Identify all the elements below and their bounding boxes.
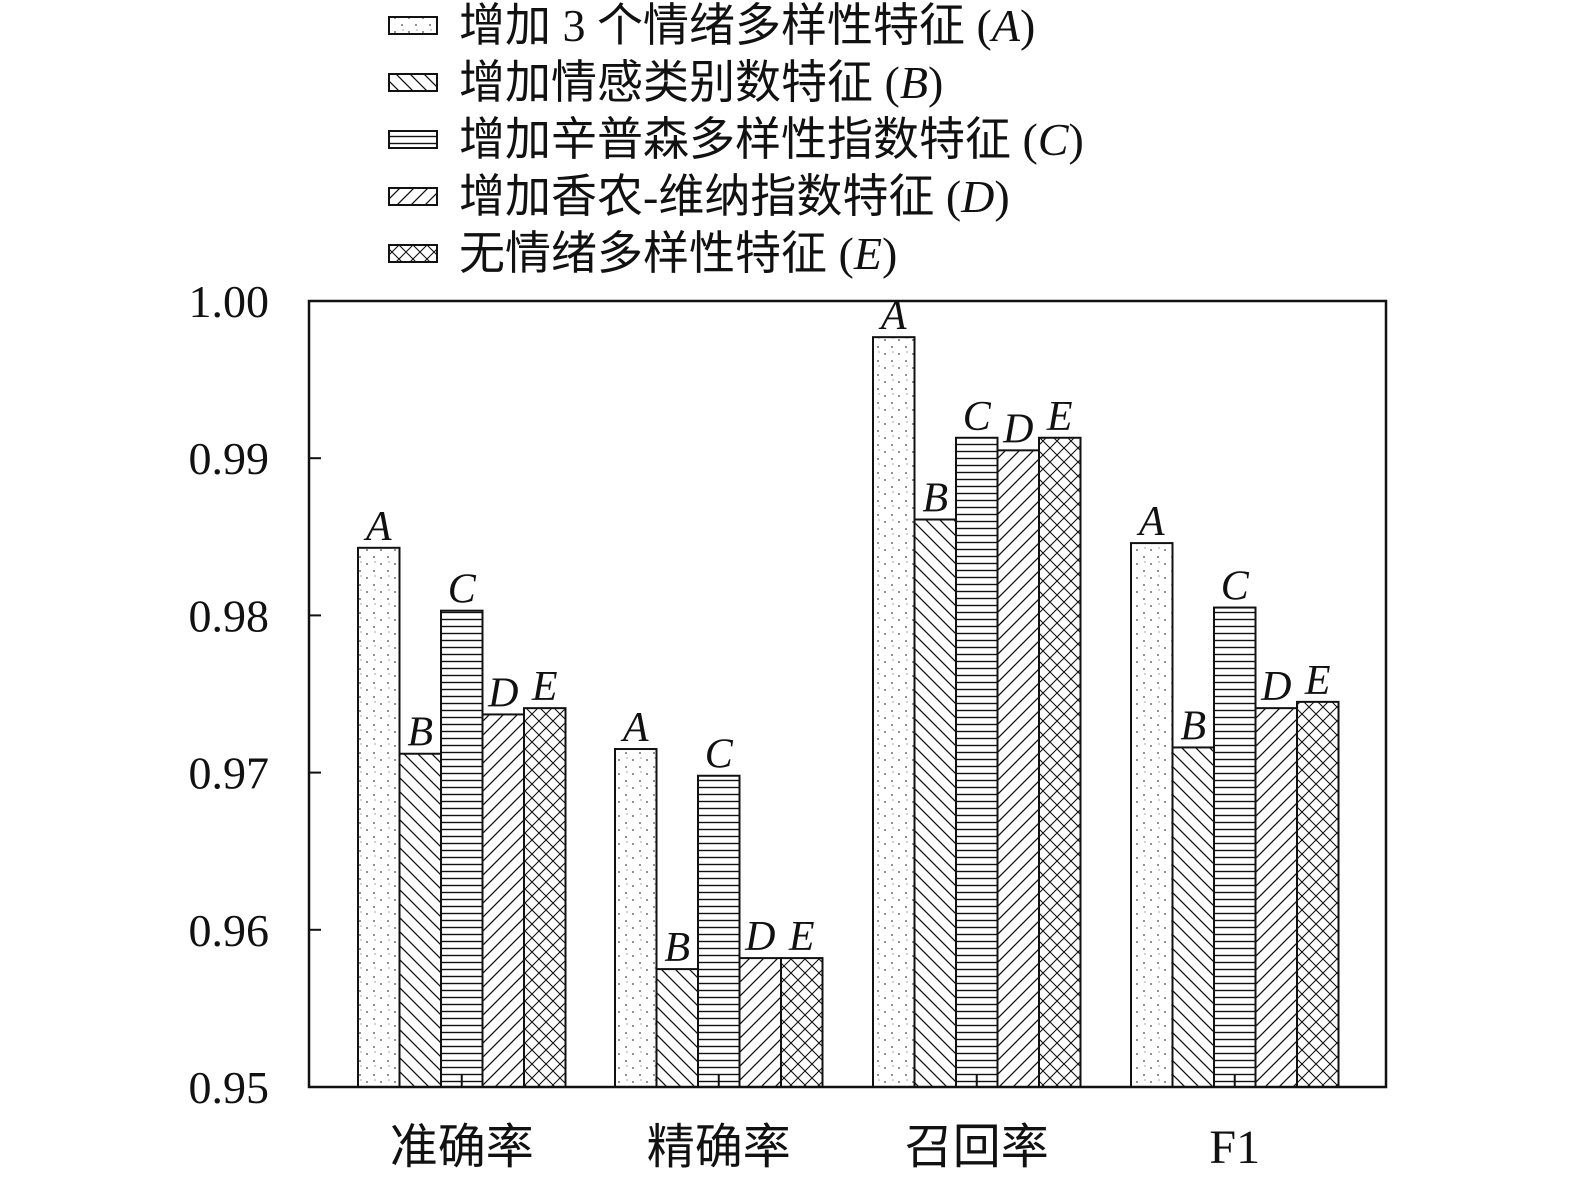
bar-B-1 xyxy=(398,752,442,1089)
legend-label: 无情绪多样性特征 (E) xyxy=(459,228,897,279)
legend-paren-open: ( xyxy=(965,0,992,51)
bar-label-D: D xyxy=(1260,664,1291,710)
legend-label: 增加香农-维纳指数特征 (D) xyxy=(459,171,1010,222)
legend-paren-open: ( xyxy=(873,57,900,108)
x-tick-label: F1 xyxy=(1209,1121,1260,1174)
legend-swatch xyxy=(388,16,438,35)
bar-label-C: C xyxy=(1221,564,1250,610)
bar-D-2 xyxy=(738,957,782,1089)
x-axis: 准确率 精确率 召回率 F1 xyxy=(390,1075,1260,1174)
legend-series-name: 增加辛普森多样性指数特征 xyxy=(459,114,1011,165)
bar-E-1 xyxy=(523,707,567,1088)
bar-label-B: B xyxy=(664,925,690,971)
bar-label-B: B xyxy=(922,476,948,522)
legend-series-letter: A xyxy=(989,0,1021,51)
y-tick-label: 0.99 xyxy=(189,433,270,484)
legend-paren-close: ) xyxy=(1020,0,1035,51)
bar-label-A: A xyxy=(620,705,649,751)
bar-label-A: A xyxy=(1136,499,1165,545)
bar-A-4 xyxy=(1130,542,1174,1088)
y-tick-label: 1.00 xyxy=(189,276,270,327)
x-tick-label: 准确率 xyxy=(390,1121,534,1174)
bar-label-C: C xyxy=(963,394,992,440)
legend-swatch xyxy=(388,187,438,206)
bar-B-3 xyxy=(913,518,957,1088)
bar-D-1 xyxy=(481,713,525,1088)
bar-label-C: C xyxy=(705,732,734,778)
bar-label-D: D xyxy=(744,914,775,960)
bar-C-4 xyxy=(1213,606,1257,1088)
legend-entry-A: 增加 3 个情绪多样性特征 (A) xyxy=(388,0,1035,51)
bar-label-B: B xyxy=(1180,703,1206,749)
bar-B-4 xyxy=(1171,746,1215,1088)
y-tick-label: 0.96 xyxy=(189,905,270,956)
legend-series-name: 增加 3 个情绪多样性特征 xyxy=(459,0,965,51)
legend-series-letter: B xyxy=(900,57,928,108)
bars-group xyxy=(357,336,1340,1089)
bar-E-4 xyxy=(1296,700,1340,1088)
y-tick-label: 0.95 xyxy=(189,1062,270,1113)
legend-swatch xyxy=(388,244,438,263)
bar-B-2 xyxy=(655,968,699,1088)
bar-D-4 xyxy=(1254,707,1298,1088)
bar-C-2 xyxy=(697,774,741,1089)
y-tick-label: 0.98 xyxy=(189,590,270,641)
legend-entry-D: 增加香农-维纳指数特征 (D) xyxy=(388,171,1010,222)
bar-label-B: B xyxy=(407,710,433,756)
bar-C-3 xyxy=(955,436,999,1089)
legend-entry-E: 无情绪多样性特征 (E) xyxy=(388,228,897,279)
bar-label-E: E xyxy=(1304,658,1331,704)
bar-label-E: E xyxy=(788,914,815,960)
bar-A-1 xyxy=(357,546,401,1088)
legend-entry-B: 增加情感类别数特征 (B) xyxy=(388,57,943,108)
legend-series-letter: D xyxy=(960,171,994,222)
legend-paren-close: ) xyxy=(882,228,897,279)
bar-A-3 xyxy=(872,336,916,1088)
bar-C-1 xyxy=(440,609,484,1089)
y-tick-label: 0.97 xyxy=(189,748,270,799)
legend: 增加 3 个情绪多样性特征 (A)增加情感类别数特征 (B)增加辛普森多样性指数… xyxy=(388,0,1084,279)
legend-series-letter: C xyxy=(1038,114,1070,165)
bar-label-E: E xyxy=(531,664,558,710)
legend-paren-close: ) xyxy=(1069,114,1084,165)
legend-series-letter: E xyxy=(853,228,882,279)
bar-label-E: E xyxy=(1046,394,1073,440)
legend-swatch xyxy=(388,73,438,92)
x-tick-label: 召回率 xyxy=(905,1121,1049,1174)
bar-D-3 xyxy=(996,449,1040,1088)
legend-paren-open: ( xyxy=(934,171,961,222)
legend-swatch xyxy=(388,130,438,149)
bar-label-D: D xyxy=(1002,406,1033,452)
legend-series-name: 无情绪多样性特征 xyxy=(459,228,827,279)
legend-paren-close: ) xyxy=(928,57,943,108)
bar-E-2 xyxy=(780,957,824,1089)
legend-entry-C: 增加辛普森多样性指数特征 (C) xyxy=(388,114,1084,165)
x-tick-label: 精确率 xyxy=(647,1121,791,1174)
legend-paren-open: ( xyxy=(827,228,854,279)
bar-A-2 xyxy=(614,748,658,1089)
legend-label: 增加辛普森多样性指数特征 (C) xyxy=(459,114,1084,165)
plot-area-frame xyxy=(307,299,1388,1089)
bar-label-D: D xyxy=(487,670,518,716)
y-axis: 0.95 0.96 0.97 0.98 0.99 1.00 xyxy=(189,276,321,1113)
legend-label: 增加情感类别数特征 (B) xyxy=(459,57,943,108)
legend-label: 增加 3 个情绪多样性特征 (A) xyxy=(459,0,1035,51)
bar-E-3 xyxy=(1038,436,1082,1089)
bar-label-C: C xyxy=(448,567,477,613)
legend-series-name: 增加香农-维纳指数特征 xyxy=(459,171,934,222)
bar-label-A: A xyxy=(363,504,392,550)
legend-paren-close: ) xyxy=(994,171,1009,222)
legend-series-name: 增加情感类别数特征 xyxy=(459,57,873,108)
legend-paren-open: ( xyxy=(1011,114,1038,165)
